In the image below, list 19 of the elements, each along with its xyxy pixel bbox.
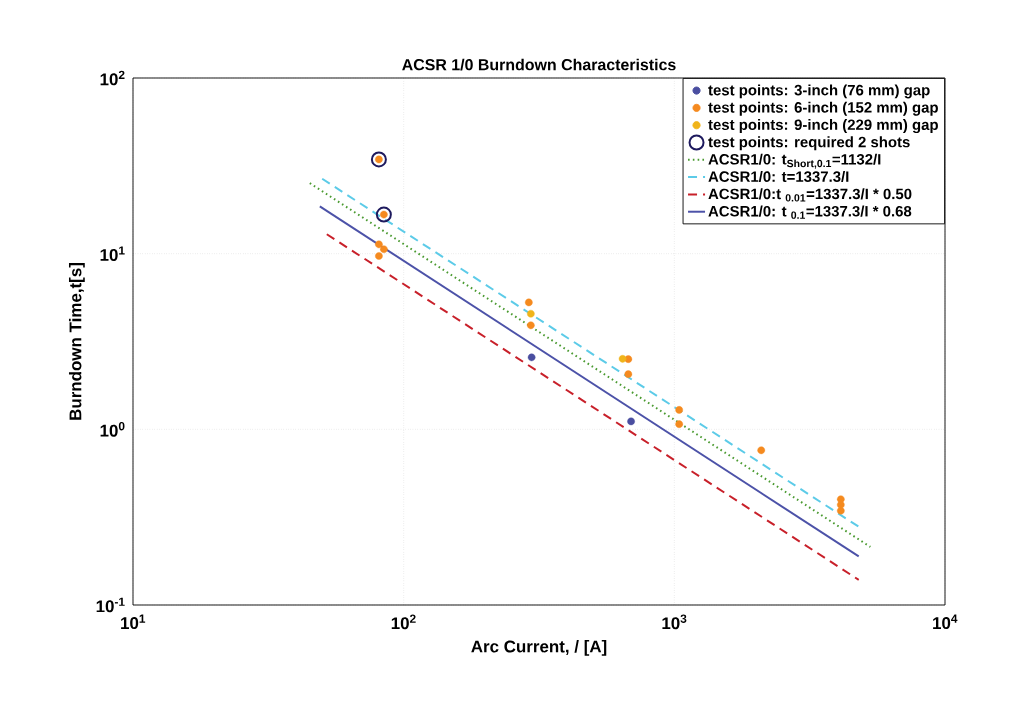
x-tick-label: 10$^{2}$ bbox=[391, 614, 416, 630]
legend-label: test points: 3-inch (76 mm) gap bbox=[708, 84, 930, 99]
legend-label: ACSR1/0: t $_{0.1}$=1337.3/I * 0.68 bbox=[708, 205, 912, 219]
x-tick-label: 10$^{3}$ bbox=[662, 614, 687, 630]
x-tick-label: 10$^{4}$ bbox=[933, 614, 958, 630]
y-tick-label: 10$^{2}$ bbox=[100, 70, 125, 86]
legend-label: ACSR1/0: t$_{Short,0.1}$=1132/I bbox=[708, 153, 881, 169]
x-tick-label: 10$^{1}$ bbox=[121, 614, 146, 630]
y-tick-label: 10$^{1}$ bbox=[100, 246, 125, 261]
legend-label: ACSR1/0:t $_{0.01}$=1337.3/I * 0.50 bbox=[708, 188, 912, 202]
legend-label: test points: 9-inch (229 mm) gap bbox=[708, 119, 938, 134]
y-axis-title: Burndown Time,t[s] bbox=[68, 263, 85, 420]
x-axis-title: Arc Current, / [A] bbox=[471, 640, 607, 656]
legend-label: test points: required 2 shots bbox=[708, 136, 910, 151]
legend-label: test points: 6-inch (152 mm) gap bbox=[708, 101, 938, 116]
legend-label: ACSR1/0: t=1337.3/I bbox=[708, 170, 849, 183]
chart-title: ACSR 1/0 Burndown Characteristics bbox=[402, 58, 676, 71]
y-tick-label: 10$^{0}$ bbox=[100, 421, 125, 437]
y-tick-label: 10$^{-1}$ bbox=[96, 597, 125, 613]
